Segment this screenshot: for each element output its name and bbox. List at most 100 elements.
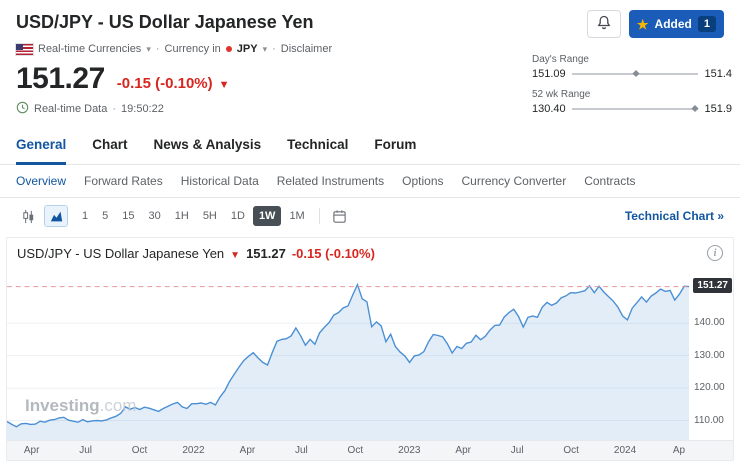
tab-forum[interactable]: Forum: [374, 137, 417, 152]
ranges-panel: Day's Range 151.09 151.4 52 wk Range 130…: [532, 54, 732, 115]
clock-icon: [16, 101, 29, 117]
x-axis-label: Oct: [131, 445, 148, 456]
price-row: 151.27 -0.15 (-0.10%): [16, 62, 724, 96]
x-axis-label: Jul: [79, 445, 93, 456]
added-watchlist-button[interactable]: ★ Added 1: [628, 10, 724, 38]
down-arrow-icon: [213, 75, 230, 92]
chart-instrument-name: USD/JPY - US Dollar Japanese Yen: [17, 245, 225, 261]
tab-general[interactable]: General: [16, 129, 67, 165]
timeframe-buttons: 1 5 15 30 1H 5H 1D 1W 1M: [76, 206, 311, 226]
x-axis-label: Jul: [510, 445, 524, 456]
status-dot-icon: [225, 46, 232, 52]
main-tabs: General Chart News & Analysis Technical Foru…: [0, 129, 740, 165]
down-arrow-icon: [230, 246, 240, 261]
technical-chart-link[interactable]: Technical Chart »: [624, 209, 724, 223]
chart-svg: [7, 282, 689, 440]
timeframe-1m[interactable]: 1M: [283, 206, 310, 226]
timeframe-5h[interactable]: 5H: [197, 206, 223, 226]
header-actions: ★ Added 1: [586, 10, 724, 38]
x-axis-label: 2024: [613, 445, 637, 456]
x-axis-label: Jul: [294, 445, 308, 456]
chevron-down-icon: [263, 43, 268, 55]
added-label: Added: [654, 17, 692, 31]
y-axis-label: 130.00: [694, 349, 725, 361]
chart-widget: USD/JPY - US Dollar Japanese Yen 151.27 …: [6, 237, 734, 461]
chart-last-price: 151.27: [246, 245, 286, 261]
instrument-header: USD/JPY - US Dollar Japanese Yen ★ Added…: [0, 0, 740, 117]
range-marker-icon: [691, 104, 699, 113]
subnav-historical-data[interactable]: Historical Data: [180, 174, 259, 188]
disclaimer-link[interactable]: Disclaimer: [280, 43, 333, 55]
tab-technical[interactable]: Technical: [287, 137, 349, 152]
sub-tabs: Overview Forward Rates Historical Data Rela…: [0, 165, 740, 198]
days-range-label: Day's Range: [532, 54, 589, 65]
page-title: USD/JPY - US Dollar Japanese Yen: [16, 12, 314, 32]
timeframe-30[interactable]: 30: [143, 206, 167, 226]
candlestick-chart-icon[interactable]: [16, 205, 40, 227]
range-marker-icon: [632, 69, 640, 78]
subnav-forward-rates[interactable]: Forward Rates: [84, 174, 163, 188]
currency-in-label: Currency in: [164, 43, 221, 55]
x-axis-label: 2023: [398, 445, 421, 456]
area-chart-icon[interactable]: [44, 205, 68, 227]
subnav-currency-converter[interactable]: Currency Converter: [461, 174, 567, 188]
last-update-time: 19:50:22: [121, 103, 164, 115]
subnav-related-instruments[interactable]: Related Instruments: [276, 174, 385, 188]
timeframe-1[interactable]: 1: [76, 206, 94, 226]
tab-news-analysis[interactable]: News & Analysis: [153, 137, 262, 152]
y-axis: 140.00 130.00 120.00 110.00 151.27: [689, 268, 733, 440]
x-axis-label: Apr: [455, 445, 471, 456]
instrument-meta-row: Real-time Currencies Currency in JPY Dis…: [15, 42, 724, 56]
days-range-row: 151.09 151.4: [532, 68, 732, 80]
wk52-range-block: 52 wk Range 130.40 151.9: [532, 89, 732, 115]
star-icon: ★: [636, 16, 649, 32]
last-price-tag: 151.27: [693, 277, 732, 293]
toolbar-divider: [318, 208, 320, 224]
timeframe-15[interactable]: 15: [116, 206, 140, 226]
calendar-icon[interactable]: [328, 205, 352, 227]
chart-header: USD/JPY - US Dollar Japanese Yen 151.27 …: [7, 238, 733, 268]
last-price: 151.27: [16, 62, 105, 95]
subnav-options[interactable]: Options: [402, 174, 444, 188]
timeframe-5[interactable]: 5: [96, 206, 114, 226]
x-axis-label: Oct: [347, 445, 364, 456]
chart-price-change: -0.15 (-0.10%): [291, 245, 375, 261]
realtime-row: Real-time Data 19:50:22: [16, 101, 724, 117]
alert-bell-icon: [596, 15, 612, 34]
wk52-range-high: 151.9: [704, 103, 732, 115]
chart-toolbar: 1 5 15 30 1H 5H 1D 1W 1M Technical Chart »: [0, 198, 740, 233]
investing-watermark: Investing.com: [25, 396, 137, 415]
price-area-chart[interactable]: Investing.com: [7, 268, 689, 440]
timeframe-1w[interactable]: 1W: [252, 206, 282, 226]
market-type-link[interactable]: Real-time Currencies: [38, 43, 142, 55]
wk52-range-label: 52 wk Range: [532, 89, 591, 100]
info-icon[interactable]: [707, 245, 723, 261]
days-range-low: 151.09: [532, 68, 566, 80]
timeframe-1d[interactable]: 1D: [225, 206, 251, 226]
y-axis-label: 140.00: [694, 317, 725, 329]
y-axis-label: 110.00: [694, 414, 724, 426]
x-axis-label: 2022: [182, 445, 205, 456]
timeframe-1h[interactable]: 1H: [169, 206, 195, 226]
x-axis-label: Apr: [23, 445, 40, 456]
tab-chart[interactable]: Chart: [92, 137, 128, 152]
watchlist-count-badge: 1: [697, 16, 716, 32]
y-axis-label: 120.00: [694, 382, 725, 394]
dot-separator: [156, 43, 160, 55]
x-axis: Apr Jul Oct 2022 Apr Jul Oct 2023 Apr Jul Oct 2024 A…: [7, 440, 733, 460]
subnav-overview[interactable]: Overview: [16, 174, 67, 188]
dot-separator: [272, 43, 276, 55]
days-range-slider: [571, 69, 699, 78]
wk52-range-slider: [571, 104, 699, 113]
price-change: -0.15 (-0.10%): [117, 75, 230, 92]
us-flag-icon: [15, 42, 34, 56]
subnav-contracts[interactable]: Contracts: [584, 174, 636, 188]
currency-selector[interactable]: JPY: [236, 43, 258, 55]
wk52-range-low: 130.40: [532, 103, 566, 115]
x-axis-label: Oct: [563, 445, 579, 456]
x-axis-label: Apr: [239, 445, 256, 456]
chart-plot-wrap: Investing.com 140.00 130.00 120.00 110.00 15…: [7, 268, 733, 440]
create-alert-button[interactable]: [586, 10, 621, 38]
header-top-row: USD/JPY - US Dollar Japanese Yen ★ Added…: [16, 10, 724, 38]
